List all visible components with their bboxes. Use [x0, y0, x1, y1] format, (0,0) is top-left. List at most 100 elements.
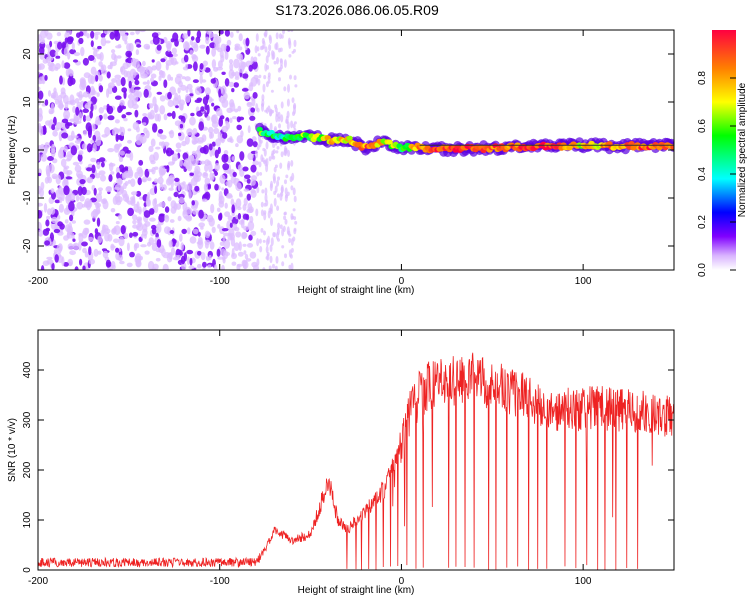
noise-speckle [238, 220, 245, 225]
noise-speckle [106, 71, 111, 79]
noise-speckle [51, 124, 56, 131]
noise-speckle [279, 192, 283, 201]
noise-speckle [119, 150, 126, 156]
noise-speckle [272, 263, 275, 269]
noise-speckle [288, 237, 292, 244]
x-tick-label: 0 [399, 276, 405, 287]
noise-speckle [72, 238, 76, 242]
noise-speckle [129, 251, 135, 258]
noise-speckle [174, 75, 182, 85]
noise-speckle [151, 224, 157, 230]
noise-speckle [128, 80, 132, 89]
noise-speckle [116, 78, 122, 87]
noise-speckle [177, 38, 183, 42]
noise-speckle [147, 169, 154, 173]
noise-speckle [109, 31, 115, 40]
noise-speckle [270, 217, 273, 227]
noise-speckle [81, 143, 87, 150]
noise-speckle [190, 177, 198, 186]
y-tick-label: 400 [22, 361, 33, 378]
noise-speckle [273, 197, 277, 207]
noise-speckle [107, 234, 113, 242]
noise-speckle [174, 38, 179, 47]
noise-speckle [238, 53, 244, 62]
noise-speckle [214, 183, 219, 191]
noise-speckle [153, 178, 159, 184]
noise-speckle [186, 256, 190, 265]
noise-speckle [205, 45, 210, 55]
noise-speckle [272, 173, 276, 181]
noise-speckle [278, 77, 281, 82]
noise-speckle [280, 64, 283, 70]
noise-speckle [60, 158, 67, 168]
noise-speckle [54, 254, 59, 263]
snr-frame [37, 329, 675, 571]
noise-speckle [224, 50, 229, 60]
noise-speckle [270, 237, 274, 247]
noise-speckle [246, 178, 251, 184]
noise-speckle [71, 220, 77, 224]
noise-speckle [135, 30, 140, 35]
noise-speckle [69, 214, 74, 222]
noise-speckle [255, 33, 259, 42]
noise-speckle [183, 54, 189, 63]
noise-speckle [293, 102, 297, 110]
noise-speckle [202, 145, 209, 155]
noise-speckle [47, 156, 54, 161]
noise-speckle [278, 123, 281, 129]
noise-speckle [126, 262, 133, 268]
noise-speckle [208, 254, 212, 261]
noise-speckle [81, 241, 88, 247]
noise-speckle [231, 252, 237, 260]
noise-speckle [178, 132, 182, 137]
noise-speckle [168, 187, 174, 191]
noise-speckle [125, 153, 132, 158]
noise-speckle [277, 176, 280, 181]
noise-speckle [221, 98, 229, 108]
noise-speckle [255, 149, 258, 159]
spectrogram-y-label: Frequency (Hz) [7, 116, 18, 185]
noise-speckle [72, 161, 80, 166]
noise-speckle [148, 103, 154, 109]
noise-speckle [267, 235, 271, 245]
noise-speckle [229, 136, 233, 141]
noise-speckle [86, 176, 94, 184]
noise-speckle [90, 66, 97, 76]
noise-speckle [167, 91, 172, 100]
noise-speckle [257, 53, 261, 57]
noise-speckle [229, 62, 234, 72]
noise-speckle [196, 110, 203, 117]
noise-speckle [258, 238, 262, 244]
noise-speckle [284, 187, 288, 196]
noise-speckle [227, 215, 233, 221]
noise-speckle [151, 59, 155, 63]
colorbar: 0.0 0.2 0.4 0.6 0.8 Normalized spectral ampl… [697, 30, 748, 277]
noise-speckle [228, 59, 234, 64]
noise-speckle [56, 31, 62, 37]
y-tick-label: 300 [22, 411, 33, 428]
noise-speckle [225, 181, 230, 186]
noise-speckle [129, 68, 137, 79]
noise-speckle [102, 250, 109, 259]
noise-speckle [242, 166, 249, 172]
noise-speckle [201, 134, 207, 143]
noise-speckle [66, 231, 73, 239]
noise-speckle [104, 126, 111, 137]
noise-speckle [226, 107, 233, 114]
noise-speckle [132, 219, 137, 225]
noise-speckle [267, 210, 271, 219]
noise-speckle [109, 162, 114, 172]
noise-speckle [72, 105, 77, 114]
noise-speckle [92, 208, 99, 218]
noise-speckle [250, 189, 257, 198]
noise-speckle [53, 228, 61, 234]
noise-speckle [38, 152, 41, 162]
x-tick-label: -100 [210, 276, 230, 287]
noise-speckle [210, 203, 215, 214]
noise-speckle [165, 60, 173, 66]
noise-speckle [237, 213, 242, 220]
noise-speckle [274, 107, 278, 113]
noise-speckle [252, 160, 260, 166]
noise-speckle [284, 253, 287, 259]
noise-speckle [165, 50, 172, 57]
